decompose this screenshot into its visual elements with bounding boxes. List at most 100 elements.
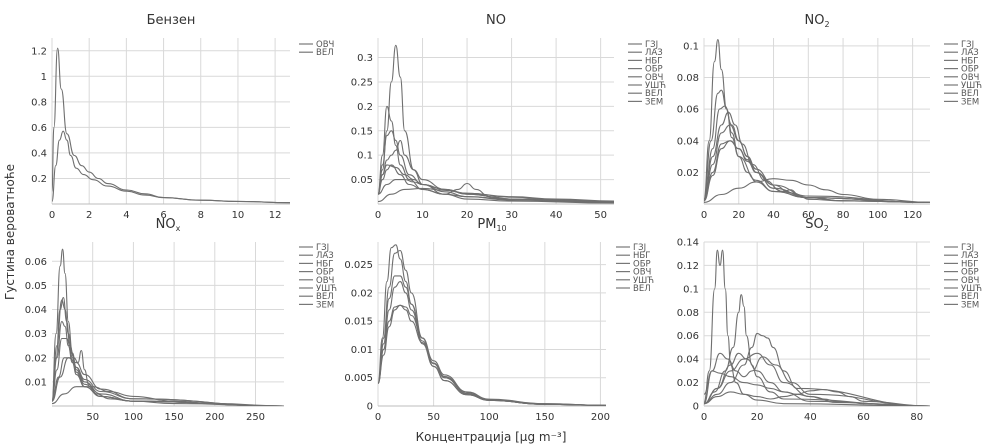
x-tick-label: 150 [165, 412, 184, 423]
legend-entry: ВЕЛ [316, 48, 334, 58]
y-tick-label: 0.05 [25, 281, 47, 292]
panel-title-subscript: 10 [496, 224, 506, 233]
series-line-ОВЧ [52, 337, 284, 406]
panel-title: NOx [156, 217, 181, 233]
y-tick-label: 0.06 [677, 331, 699, 342]
x-tick-label: 80 [910, 412, 923, 423]
x-tick-label: 40 [550, 210, 563, 221]
series-line-УШЋ [378, 164, 614, 203]
panel-title: Бензен [147, 13, 196, 28]
y-tick-label: 0.06 [677, 105, 699, 116]
series-line-ГЗЈ [378, 244, 606, 406]
legend-entry: ВЕЛ [961, 292, 979, 302]
legend-entry: ВЕЛ [961, 89, 979, 99]
series-group [378, 244, 606, 406]
x-tick-label: 100 [124, 412, 143, 423]
x-tick-label: 50 [427, 412, 440, 423]
y-tick-label: 0.6 [31, 123, 47, 134]
series-line-УШЋ [378, 304, 606, 406]
legend-entry: ЛАЗ [316, 251, 334, 261]
y-tick-label: 0.02 [25, 353, 47, 364]
chart-panel-6: 0 20 40 60 80 0 0.02 0.04 0.06 0.08 0.1 0.12 0.14 SO2… [677, 217, 983, 423]
series-line-УШЋ [704, 140, 930, 203]
y-tick-label: 0.05 [351, 175, 373, 186]
legend-entry: ОБР [961, 268, 979, 278]
y-tick-label: 0.06 [25, 257, 47, 268]
legend-entry: УШЋ [961, 81, 982, 91]
x-tick-label: 50 [594, 210, 607, 221]
series-line-ОБР [704, 352, 930, 406]
y-tick-label: 0.01 [351, 345, 373, 356]
series-group [52, 248, 284, 406]
y-tick-label: 0.2 [31, 174, 47, 185]
series-line-ВЕЛ [704, 140, 930, 203]
x-tick-label: 0 [375, 412, 381, 423]
legend-entry: ОВЧ [961, 276, 979, 286]
x-tick-label: 20 [461, 210, 474, 221]
x-axis-label: Концентрација [μg m⁻³] [416, 430, 567, 444]
x-tick-label: 10 [416, 210, 429, 221]
legend-entry: ОВЧ [316, 40, 334, 50]
x-tick-label: 8 [198, 210, 204, 221]
legend-entry: ОБР [961, 65, 979, 75]
x-tick-label: 20 [732, 210, 745, 221]
x-tick-label: 30 [505, 210, 518, 221]
x-tick-label: 150 [535, 412, 554, 423]
x-tick-label: 2 [86, 210, 92, 221]
x-tick-label: 0 [375, 210, 381, 221]
y-tick-label: 0.1 [357, 151, 373, 162]
panel-title-main: PM [477, 217, 496, 232]
series-group [704, 39, 930, 203]
series-line-ОБР [52, 321, 284, 406]
legend-entry: ЗЕМ [316, 300, 334, 310]
chart-panel-4: 50 100 150 200 250 0.01 0.02 0.03 0.04 0.05 0.06 NO… [25, 217, 338, 423]
x-tick-label: 100 [868, 210, 887, 221]
panel-title: PM10 [477, 217, 506, 233]
x-tick-label: 12 [269, 210, 282, 221]
y-tick-label: 0.04 [677, 136, 699, 147]
series-line-НБГ [378, 130, 614, 204]
y-tick-label: 0.005 [344, 373, 373, 384]
series-line-ЗЕМ [704, 352, 930, 406]
series-line-ВЕЛ [378, 304, 606, 406]
series-line-ГЗЈ [704, 39, 930, 203]
series-line-ОВЧ [52, 47, 290, 204]
panel-title-main: NO [156, 217, 176, 232]
legend-entry: ГЗЈ [645, 40, 658, 50]
x-tick-label: 0 [701, 412, 707, 423]
y-tick-label: 0 [367, 402, 373, 413]
x-tick-label: 80 [837, 210, 850, 221]
series-line-ВЕЛ [52, 130, 290, 204]
legend-entry: ГЗЈ [961, 243, 974, 253]
y-tick-label: 0.02 [677, 378, 699, 389]
series-line-УШЋ [704, 389, 930, 406]
legend-entry: ЗЕМ [645, 97, 663, 107]
series-group [52, 47, 290, 204]
legend-entry: НБГ [961, 259, 978, 269]
y-tick-label: 0.01 [25, 377, 47, 388]
y-tick-label: 0.4 [31, 148, 47, 159]
legend-entry: НБГ [633, 251, 650, 261]
legend-entry: ОБР [316, 268, 334, 278]
x-tick-label: 60 [857, 412, 870, 423]
series-line-ОБР [704, 111, 930, 203]
series-line-ЗЕМ [378, 187, 614, 203]
x-tick-label: 200 [205, 412, 224, 423]
x-tick-label: 100 [480, 412, 499, 423]
panel-title-main: NO [486, 13, 506, 28]
series-line-ОВЧ [704, 370, 930, 406]
chart-panel-2: 0 10 20 30 40 50 0.05 0.1 0.15 0.2 0.25 0.3 NO ГЗЈЛАЗ… [351, 13, 667, 221]
legend-entry: ОБР [645, 65, 663, 75]
panel-title-main: NO [804, 13, 824, 28]
legend-entry: ОВЧ [961, 73, 979, 83]
panel-title: NO2 [804, 13, 829, 29]
chart-panel-3: 0 20 40 60 80 100 120 0.02 0.04 0.06 0.08 0.1 NO2 ГЗЈ… [677, 13, 983, 221]
legend-entry: ВЕЛ [316, 292, 334, 302]
legend-entry: ОВЧ [645, 73, 663, 83]
legend-entry: ВЕЛ [645, 89, 663, 99]
